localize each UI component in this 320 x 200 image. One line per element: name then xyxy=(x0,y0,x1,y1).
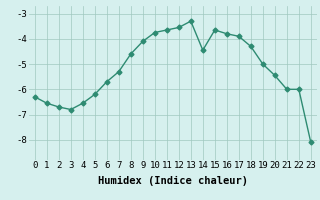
X-axis label: Humidex (Indice chaleur): Humidex (Indice chaleur) xyxy=(98,176,248,186)
